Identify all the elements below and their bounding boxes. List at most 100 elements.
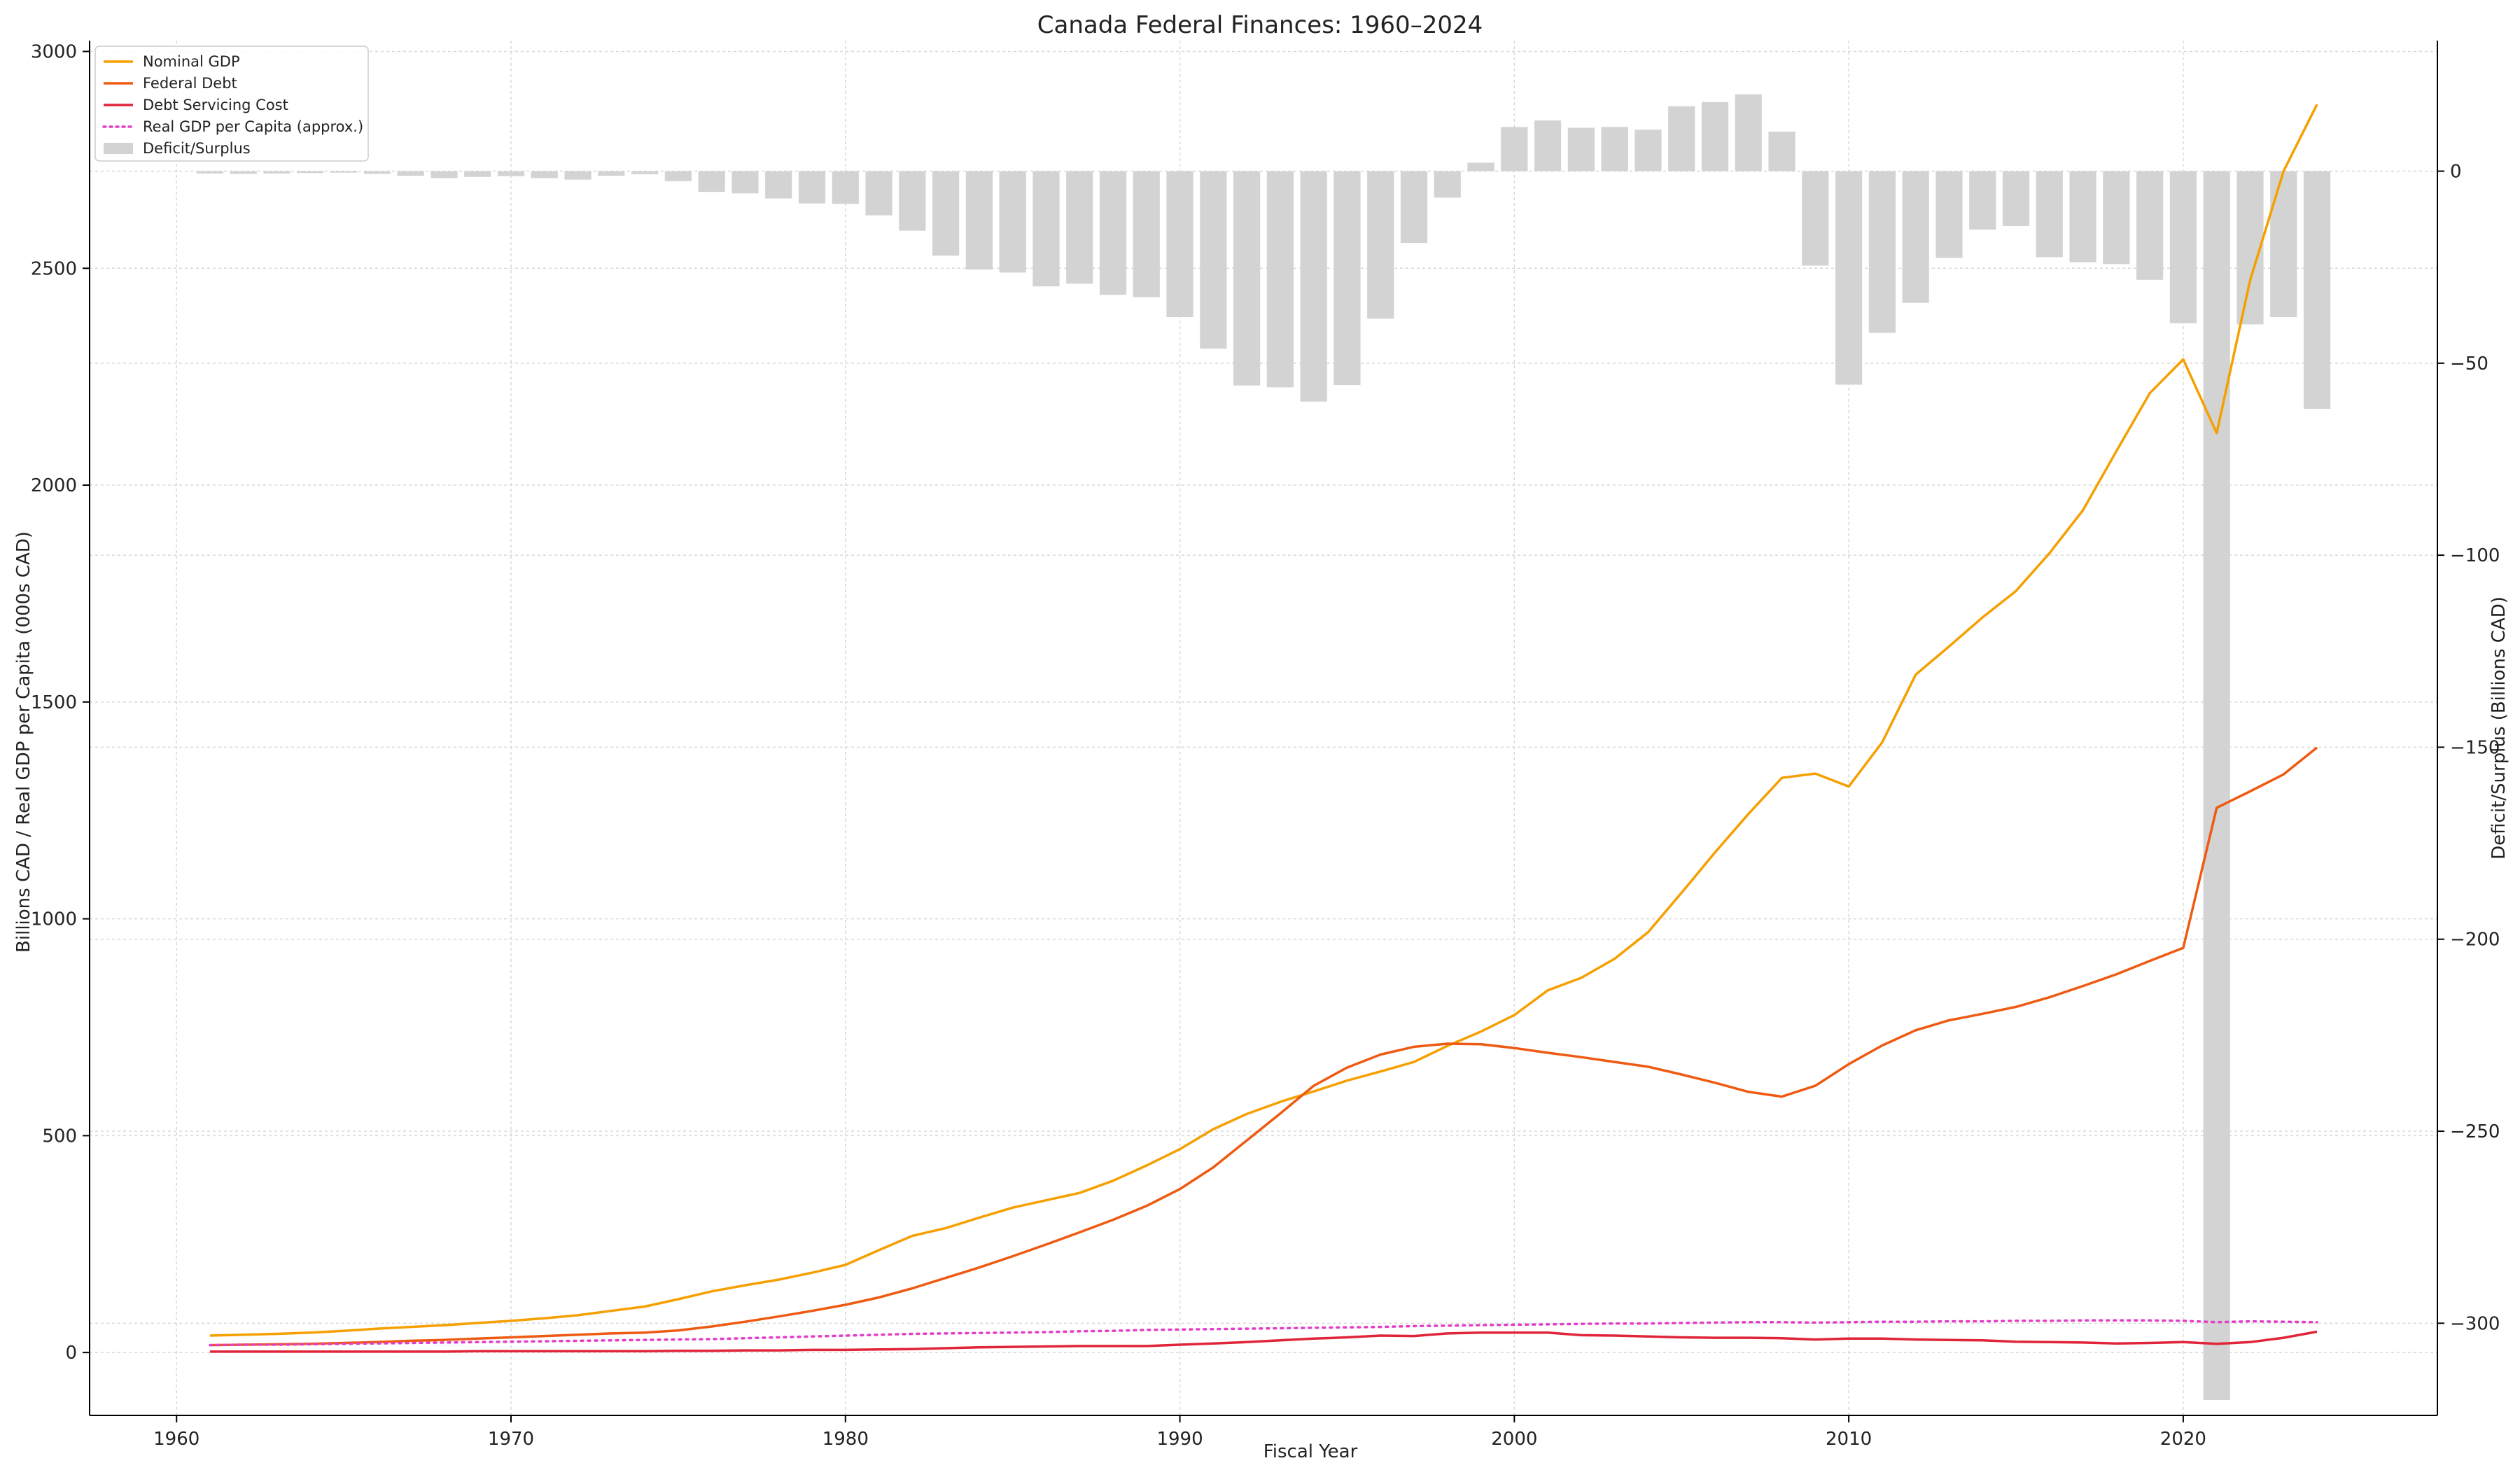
deficit-bar <box>2203 171 2230 1401</box>
x-tick-label: 2020 <box>2160 1429 2206 1450</box>
y2-tick-label: −150 <box>2450 737 2500 758</box>
legend-swatch-deficit-surplus <box>104 143 133 154</box>
chart-title: Canada Federal Finances: 1960–2024 <box>1037 11 1483 39</box>
deficit-bar <box>1501 127 1528 172</box>
deficit-bar <box>999 171 1026 273</box>
deficit-bar <box>1701 102 1729 172</box>
deficit-bar <box>1367 171 1394 319</box>
deficit-bar <box>832 171 859 204</box>
deficit-bar <box>965 171 993 270</box>
deficit-bar <box>497 171 525 176</box>
deficit-bar <box>1233 171 1261 386</box>
deficit-bar <box>1735 94 1762 172</box>
axes <box>83 41 2444 1422</box>
debt-servicing-cost-line <box>210 1330 2318 1353</box>
x-tick-label: 1970 <box>488 1429 534 1450</box>
deficit-bar <box>464 171 491 177</box>
deficit-bar <box>1668 106 1695 172</box>
deficit-bar <box>1567 127 1595 172</box>
deficit-bar <box>230 171 257 174</box>
deficit-bar <box>297 171 324 174</box>
y2-tick-label: −100 <box>2450 545 2500 566</box>
real-gdp-per-capita-approx-line <box>209 1319 2318 1347</box>
deficit-bar <box>631 171 659 174</box>
deficit-bar <box>598 171 625 176</box>
deficit-bar <box>1868 171 1896 333</box>
deficit-bar <box>1935 171 1963 258</box>
deficit-bar <box>531 171 558 178</box>
legend: Nominal GDP Federal Debt Debt Servicing Co… <box>94 46 369 162</box>
y2-axis-label: Deficit/Surplus (Billions CAD) <box>2488 596 2510 860</box>
deficit-bar <box>2169 171 2197 323</box>
nominal-gdp-line <box>209 104 2318 1337</box>
legend-label: Nominal GDP <box>143 53 240 70</box>
deficit-bar <box>1534 120 1562 172</box>
deficit-bar <box>1133 171 1160 298</box>
deficit-bar <box>1467 162 1494 172</box>
deficit-bar <box>1634 130 1662 172</box>
deficit-bar <box>2069 171 2096 262</box>
x-tick-label: 1960 <box>153 1429 200 1450</box>
y-tick-label: 1500 <box>31 692 77 713</box>
y-tick-label: 0 <box>65 1343 77 1364</box>
deficit-bar <box>1266 171 1294 388</box>
deficit-bar <box>196 171 224 174</box>
deficit-bar <box>765 171 792 199</box>
y-axis-label: Billions CAD / Real GDP per Capita (000s… <box>13 531 34 953</box>
deficit-bar <box>2303 171 2331 410</box>
deficit-bar <box>564 171 592 180</box>
deficit-bar <box>1835 171 1863 385</box>
deficit-bar <box>263 171 290 174</box>
deficit-bars <box>196 94 2331 1401</box>
y-tick-label: 500 <box>42 1126 77 1147</box>
x-tick-label: 1980 <box>822 1429 869 1450</box>
x-tick-label: 2000 <box>1491 1429 1537 1450</box>
deficit-bar <box>865 171 892 216</box>
tick-labels: 1960 1970 1980 1990 2000 2010 2020 0 500 1000 1500… <box>31 41 2500 1450</box>
legend-box <box>94 46 369 162</box>
y2-tick-label: −300 <box>2450 1313 2500 1334</box>
deficit-bar <box>1768 132 1795 172</box>
y-tick-label: 2500 <box>31 258 77 279</box>
deficit-bar <box>932 171 960 256</box>
deficit-bar <box>1066 171 1093 284</box>
y2-tick-label: −250 <box>2450 1121 2500 1142</box>
deficit-bar <box>430 171 458 178</box>
deficit-bar <box>1166 171 1194 317</box>
deficit-bar <box>1300 171 1327 402</box>
y2-tick-label: −50 <box>2450 354 2488 374</box>
legend-label: Federal Debt <box>143 75 237 92</box>
legend-label: Real GDP per Capita (approx.) <box>143 118 363 135</box>
y2-tick-label: 0 <box>2450 162 2462 183</box>
deficit-bar <box>363 171 391 174</box>
x-axis-label: Fiscal Year <box>1264 1441 1358 1462</box>
deficit-bar <box>899 171 926 231</box>
y-tick-label: 3000 <box>31 41 77 62</box>
series-lines <box>209 104 2318 1353</box>
deficit-bar <box>2103 171 2130 265</box>
x-tick-label: 1990 <box>1156 1429 1203 1450</box>
deficit-bar <box>2036 171 2063 258</box>
deficit-bar <box>330 171 358 173</box>
deficit-bar <box>1032 171 1060 287</box>
deficit-bar <box>1434 171 1461 198</box>
deficit-bar <box>1902 171 1929 303</box>
legend-label: Deficit/Surplus <box>143 140 251 157</box>
deficit-bar <box>1200 171 1227 349</box>
deficit-bar <box>1334 171 1361 386</box>
x-tick-label: 2010 <box>1826 1429 1872 1450</box>
deficit-bar <box>1400 171 1428 244</box>
deficit-bar <box>1802 171 1829 266</box>
deficit-bar <box>798 171 826 204</box>
y-tick-label: 1000 <box>31 909 77 930</box>
deficit-bar <box>2002 171 2030 226</box>
deficit-bar <box>2136 171 2164 280</box>
deficit-bar <box>2270 171 2297 317</box>
deficit-bar <box>1601 127 1628 172</box>
legend-label: Debt Servicing Cost <box>143 97 288 113</box>
y-tick-label: 2000 <box>31 475 77 496</box>
deficit-bar <box>698 171 725 192</box>
federal-debt-line <box>209 746 2318 1347</box>
deficit-bar <box>1099 171 1127 295</box>
